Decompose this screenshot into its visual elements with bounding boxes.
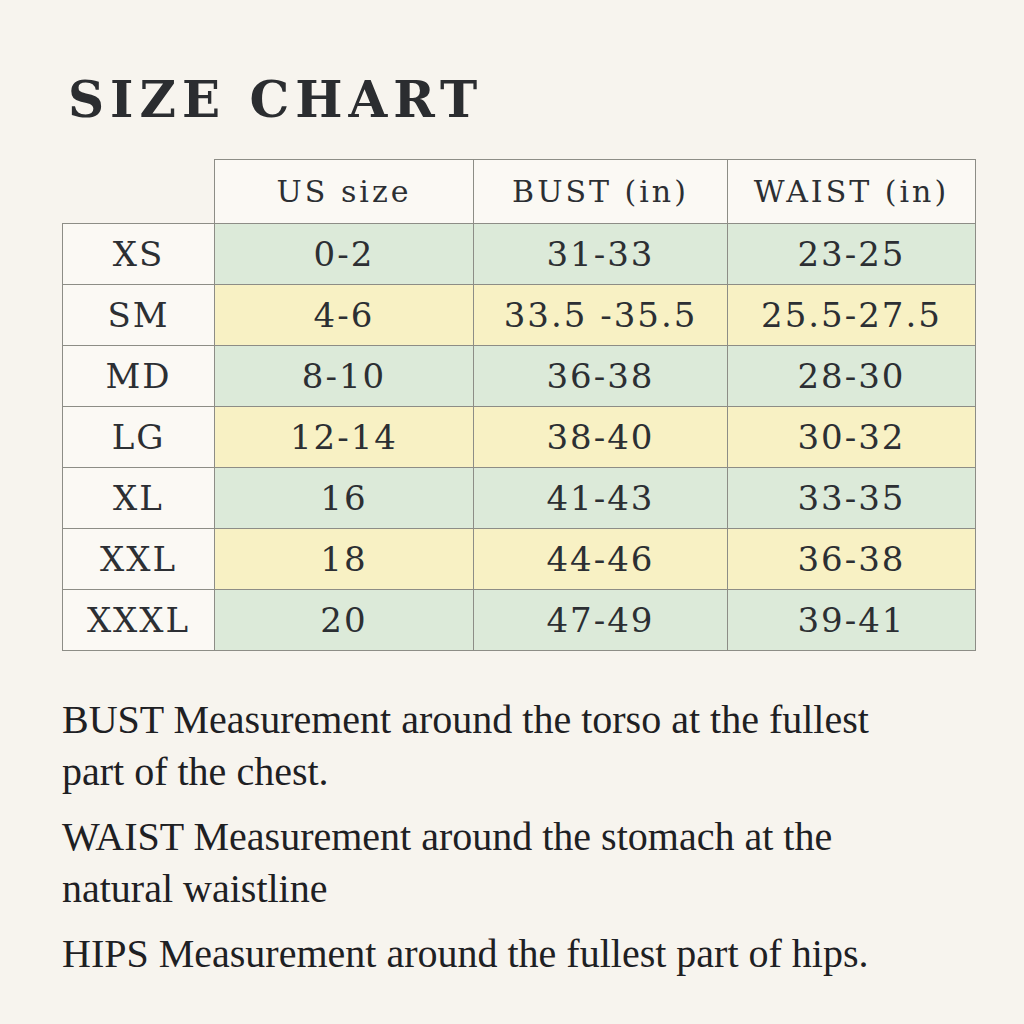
table-row-xl: XL 16 41-43 33-35 <box>63 468 976 529</box>
table-row-xs: XS 0-2 31-33 23-25 <box>63 224 976 285</box>
note-line: BUST Measurement around the torso at the… <box>62 694 994 746</box>
column-header-waist: WAIST (in) <box>728 160 976 224</box>
size-label-cell: XS <box>63 224 215 285</box>
us-size-cell: 18 <box>215 529 474 590</box>
table-row-xxl: XXL 18 44-46 36-38 <box>63 529 976 590</box>
note-bust: BUST Measurement around the torso at the… <box>62 694 994 798</box>
bust-cell: 31-33 <box>474 224 728 285</box>
us-size-cell: 4-6 <box>215 285 474 346</box>
bust-cell: 41-43 <box>474 468 728 529</box>
note-line: WAIST Measurement around the stomach at … <box>62 811 994 863</box>
waist-cell: 28-30 <box>728 346 976 407</box>
note-waist: WAIST Measurement around the stomach at … <box>62 811 994 915</box>
size-chart-table: US size BUST (in) WAIST (in) XS 0-2 31-3… <box>62 159 976 651</box>
size-label-cell: SM <box>63 285 215 346</box>
note-hips: HIPS Measurement around the fullest part… <box>62 928 994 980</box>
size-label-cell: XL <box>63 468 215 529</box>
bust-cell: 47-49 <box>474 590 728 651</box>
table-row-xxxl: XXXL 20 47-49 39-41 <box>63 590 976 651</box>
size-label-cell: LG <box>63 407 215 468</box>
waist-cell: 36-38 <box>728 529 976 590</box>
waist-cell: 33-35 <box>728 468 976 529</box>
waist-cell: 39-41 <box>728 590 976 651</box>
bust-cell: 38-40 <box>474 407 728 468</box>
waist-cell: 23-25 <box>728 224 976 285</box>
note-line: part of the chest. <box>62 746 994 798</box>
us-size-cell: 20 <box>215 590 474 651</box>
table-row-sm: SM 4-6 33.5 -35.5 25.5-27.5 <box>63 285 976 346</box>
us-size-cell: 0-2 <box>215 224 474 285</box>
bust-cell: 36-38 <box>474 346 728 407</box>
size-label-cell: XXL <box>63 529 215 590</box>
note-line: natural waistline <box>62 863 994 915</box>
waist-cell: 30-32 <box>728 407 976 468</box>
page-title: SIZE CHART <box>68 70 483 129</box>
bust-cell: 44-46 <box>474 529 728 590</box>
us-size-cell: 12-14 <box>215 407 474 468</box>
blank-corner-cell <box>63 160 215 224</box>
us-size-cell: 16 <box>215 468 474 529</box>
header-row: US size BUST (in) WAIST (in) <box>63 160 976 224</box>
size-label-cell: XXXL <box>63 590 215 651</box>
table-row-lg: LG 12-14 38-40 30-32 <box>63 407 976 468</box>
bust-cell: 33.5 -35.5 <box>474 285 728 346</box>
waist-cell: 25.5-27.5 <box>728 285 976 346</box>
column-header-bust: BUST (in) <box>474 160 728 224</box>
measurement-notes: BUST Measurement around the torso at the… <box>62 694 994 993</box>
note-line: HIPS Measurement around the fullest part… <box>62 928 994 980</box>
us-size-cell: 8-10 <box>215 346 474 407</box>
size-label-cell: MD <box>63 346 215 407</box>
table-row-md: MD 8-10 36-38 28-30 <box>63 346 976 407</box>
column-header-us-size: US size <box>215 160 474 224</box>
